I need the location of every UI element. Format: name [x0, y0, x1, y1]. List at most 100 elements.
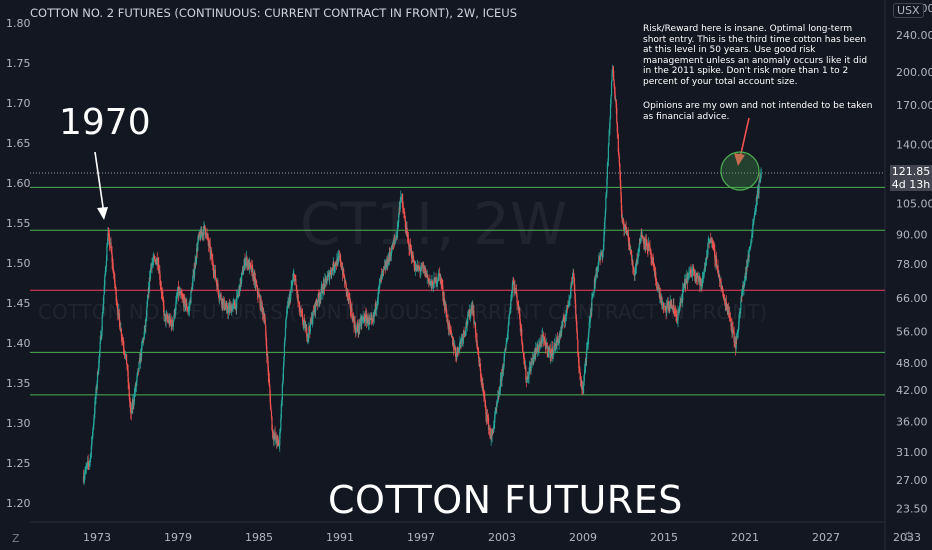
candle-body: [365, 315, 368, 324]
candle-body: [200, 229, 202, 240]
currency-button[interactable]: USX: [893, 3, 924, 18]
candle-body: [511, 284, 513, 294]
candle-body: [264, 317, 266, 320]
candle-body: [271, 416, 273, 430]
candle-body: [170, 321, 172, 322]
candle-body: [147, 288, 150, 297]
candle-body: [545, 345, 547, 349]
candle-body: [456, 352, 458, 358]
candle-body: [598, 257, 600, 262]
candle-body: [380, 274, 382, 282]
candle-body: [522, 344, 524, 352]
candle-body: [489, 429, 491, 435]
candle-body: [304, 321, 306, 331]
candle-body: [133, 401, 135, 404]
candle-body: [682, 286, 684, 290]
candle-body: [114, 273, 116, 284]
candle-body: [603, 228, 605, 237]
candle-body: [657, 286, 659, 290]
candle-body: [121, 338, 124, 340]
gear-icon[interactable]: ⚙: [903, 530, 915, 545]
candle-body: [365, 314, 367, 316]
candle-body: [605, 196, 607, 211]
candle-body: [635, 266, 637, 268]
candle-body: [642, 236, 644, 239]
candle-body: [184, 299, 186, 308]
candle-body: [304, 320, 306, 322]
left-axis-tick: 1.35: [6, 377, 31, 390]
candle-body: [712, 241, 714, 244]
right-axis-tick: 90.00: [896, 229, 928, 242]
right-axis-tick: 42.00: [896, 384, 928, 397]
candle-body: [465, 329, 467, 333]
candle-body: [104, 275, 106, 286]
candle-body: [379, 279, 381, 284]
right-axis-tick: 240.00: [896, 29, 932, 42]
candle-body: [93, 418, 95, 426]
candle-body: [655, 271, 657, 281]
x-axis-tick: 1991: [326, 531, 354, 544]
candle-body: [327, 274, 329, 277]
candle-body: [84, 467, 87, 472]
candle-body: [703, 271, 705, 278]
candle-body: [258, 296, 261, 298]
candle-body: [517, 303, 519, 307]
candle-body: [722, 291, 724, 294]
candle-body: [501, 372, 503, 381]
candle-body: [642, 238, 644, 241]
candle-body: [364, 314, 367, 322]
cotton-futures-annotation: COTTON FUTURES: [328, 478, 683, 522]
candle-body: [106, 244, 108, 247]
candle-body: [510, 294, 512, 300]
candle-body: [637, 251, 639, 260]
candle-body: [719, 279, 722, 282]
candle-body: [592, 295, 594, 297]
candle-body: [519, 308, 521, 319]
candle-body: [507, 332, 509, 339]
candle-body: [473, 311, 475, 324]
candle-body: [115, 289, 117, 302]
candle-body: [181, 294, 183, 297]
candle-body: [565, 310, 567, 315]
left-axis-tick: 1.80: [6, 17, 31, 30]
timezone-icon[interactable]: Z: [12, 532, 20, 545]
candle-body: [448, 323, 450, 330]
candle-body: [114, 283, 116, 288]
candle-body: [276, 437, 278, 444]
candle-body: [194, 269, 196, 276]
candle-body: [592, 294, 594, 296]
candle-body: [236, 294, 238, 297]
candle-body: [151, 262, 154, 264]
candle-body: [544, 339, 546, 345]
candle-body: [470, 308, 472, 314]
candle-body: [704, 264, 707, 269]
candle-body: [750, 242, 752, 244]
candle-body: [359, 319, 361, 327]
candle-body: [525, 367, 527, 380]
candle-body: [308, 327, 310, 330]
candle-body: [362, 318, 364, 320]
candle-body: [307, 336, 309, 340]
candle-body: [610, 96, 612, 104]
candle-body: [574, 293, 576, 305]
candle-body: [333, 262, 335, 269]
candle-body: [493, 422, 495, 426]
candle-body: [602, 251, 604, 257]
candle-body: [218, 297, 221, 299]
candle-body: [727, 309, 729, 315]
candle-body: [613, 79, 615, 87]
candle-body: [242, 270, 245, 275]
candle-body: [402, 200, 404, 208]
candle-body: [700, 278, 702, 286]
candle-body: [674, 311, 676, 313]
candle-body: [589, 322, 591, 323]
candle-body: [432, 287, 435, 289]
candle-body: [417, 267, 420, 270]
candle-body: [729, 316, 732, 319]
candle-body: [528, 367, 531, 372]
candle-body: [188, 306, 191, 309]
candle-body: [322, 293, 324, 295]
left-axis-tick: 1.50: [6, 257, 31, 270]
candle-body: [644, 246, 646, 247]
